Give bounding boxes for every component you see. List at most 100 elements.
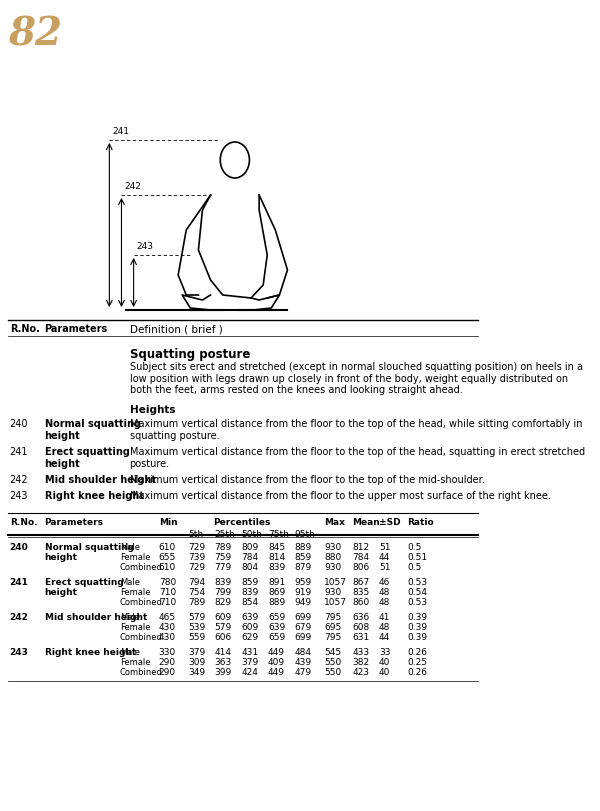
Text: 629: 629 bbox=[241, 633, 259, 642]
Text: 0.39: 0.39 bbox=[407, 623, 427, 632]
Text: 414: 414 bbox=[215, 648, 232, 657]
Text: 430: 430 bbox=[159, 633, 176, 642]
Text: 545: 545 bbox=[324, 648, 341, 657]
Text: 639: 639 bbox=[268, 623, 285, 632]
Text: Male: Male bbox=[120, 543, 140, 552]
Text: 242: 242 bbox=[10, 475, 28, 485]
Text: Definition ( brief ): Definition ( brief ) bbox=[130, 324, 223, 334]
Text: 679: 679 bbox=[295, 623, 312, 632]
Text: Combined: Combined bbox=[120, 563, 163, 572]
Text: 240: 240 bbox=[10, 543, 28, 552]
Text: 48: 48 bbox=[379, 598, 391, 607]
Text: 241: 241 bbox=[10, 578, 29, 587]
Text: Erect squatting
height: Erect squatting height bbox=[44, 447, 130, 469]
Text: Right knee height: Right knee height bbox=[44, 648, 136, 657]
Text: ±SD: ±SD bbox=[379, 518, 401, 527]
Text: 699: 699 bbox=[295, 613, 312, 622]
Text: Female: Female bbox=[120, 623, 151, 632]
Text: Male: Male bbox=[120, 613, 140, 622]
Text: Female: Female bbox=[120, 658, 151, 667]
Text: Percentiles: Percentiles bbox=[212, 518, 270, 527]
Text: 729: 729 bbox=[188, 543, 205, 552]
Text: Maximum vertical distance from the floor to the top of the head, squatting in er: Maximum vertical distance from the floor… bbox=[130, 447, 584, 469]
Text: 379: 379 bbox=[241, 658, 259, 667]
Text: Subject sits erect and stretched (except in normal slouched squatting position) : Subject sits erect and stretched (except… bbox=[130, 362, 583, 395]
Text: 82: 82 bbox=[8, 16, 62, 54]
Text: 1057: 1057 bbox=[324, 598, 347, 607]
Text: 659: 659 bbox=[268, 633, 285, 642]
Text: 779: 779 bbox=[215, 563, 232, 572]
Text: R.No.: R.No. bbox=[10, 324, 40, 334]
Text: Erect squatting
height: Erect squatting height bbox=[44, 578, 123, 598]
Text: Heights: Heights bbox=[130, 405, 175, 415]
Text: Male: Male bbox=[120, 648, 140, 657]
Text: 659: 659 bbox=[268, 613, 285, 622]
Text: 930: 930 bbox=[324, 563, 341, 572]
Text: 610: 610 bbox=[159, 543, 176, 552]
Text: 363: 363 bbox=[215, 658, 232, 667]
Text: 799: 799 bbox=[215, 588, 232, 597]
Text: 579: 579 bbox=[188, 613, 205, 622]
Text: 439: 439 bbox=[295, 658, 312, 667]
Text: 0.53: 0.53 bbox=[407, 578, 427, 587]
Text: 814: 814 bbox=[268, 553, 285, 562]
Text: 465: 465 bbox=[159, 613, 176, 622]
Text: 795: 795 bbox=[324, 633, 341, 642]
Text: 794: 794 bbox=[188, 578, 205, 587]
Text: 241: 241 bbox=[113, 127, 130, 136]
Text: 1057: 1057 bbox=[324, 578, 347, 587]
Text: 290: 290 bbox=[159, 668, 176, 677]
Text: 243: 243 bbox=[10, 648, 29, 657]
Text: 40: 40 bbox=[379, 668, 391, 677]
Text: 804: 804 bbox=[241, 563, 259, 572]
Text: 949: 949 bbox=[295, 598, 312, 607]
Text: 759: 759 bbox=[215, 553, 232, 562]
Text: 930: 930 bbox=[324, 588, 341, 597]
Text: Normal squatting
height: Normal squatting height bbox=[44, 419, 140, 440]
Text: 5th: 5th bbox=[188, 530, 203, 539]
Text: 699: 699 bbox=[295, 633, 312, 642]
Text: 579: 579 bbox=[215, 623, 232, 632]
Text: Normal squatting
height: Normal squatting height bbox=[44, 543, 134, 562]
Text: 639: 639 bbox=[241, 613, 259, 622]
Text: 330: 330 bbox=[159, 648, 176, 657]
Text: 95th: 95th bbox=[295, 530, 316, 539]
Text: Parameters: Parameters bbox=[44, 324, 108, 334]
Text: Max: Max bbox=[324, 518, 345, 527]
Text: 610: 610 bbox=[159, 563, 176, 572]
Text: 44: 44 bbox=[379, 633, 390, 642]
Text: 430: 430 bbox=[159, 623, 176, 632]
Text: 41: 41 bbox=[379, 613, 391, 622]
Text: 33: 33 bbox=[379, 648, 391, 657]
Text: Ratio: Ratio bbox=[407, 518, 434, 527]
Text: 835: 835 bbox=[352, 588, 370, 597]
Text: 789: 789 bbox=[188, 598, 205, 607]
Text: 829: 829 bbox=[215, 598, 232, 607]
Text: 930: 930 bbox=[324, 543, 341, 552]
Text: 0.53: 0.53 bbox=[407, 598, 427, 607]
Text: 433: 433 bbox=[352, 648, 370, 657]
Text: 241: 241 bbox=[10, 447, 28, 457]
Text: 729: 729 bbox=[188, 563, 205, 572]
Text: 75th: 75th bbox=[268, 530, 289, 539]
Text: 0.51: 0.51 bbox=[407, 553, 427, 562]
Text: Right knee height: Right knee height bbox=[44, 491, 143, 501]
Text: Combined: Combined bbox=[120, 633, 163, 642]
Text: 609: 609 bbox=[241, 623, 259, 632]
Text: 409: 409 bbox=[268, 658, 285, 667]
Text: 243: 243 bbox=[137, 242, 154, 251]
Text: 40: 40 bbox=[379, 658, 391, 667]
Text: 431: 431 bbox=[241, 648, 259, 657]
Text: 48: 48 bbox=[379, 588, 391, 597]
Text: 0.39: 0.39 bbox=[407, 613, 427, 622]
Text: 48: 48 bbox=[379, 623, 391, 632]
Text: 240: 240 bbox=[10, 419, 28, 429]
Text: 309: 309 bbox=[188, 658, 205, 667]
Text: 51: 51 bbox=[379, 543, 391, 552]
Text: 784: 784 bbox=[352, 553, 370, 562]
Text: 795: 795 bbox=[324, 613, 341, 622]
Text: 812: 812 bbox=[352, 543, 370, 552]
Text: 50th: 50th bbox=[241, 530, 262, 539]
Text: 710: 710 bbox=[159, 588, 176, 597]
Text: 0.39: 0.39 bbox=[407, 633, 427, 642]
